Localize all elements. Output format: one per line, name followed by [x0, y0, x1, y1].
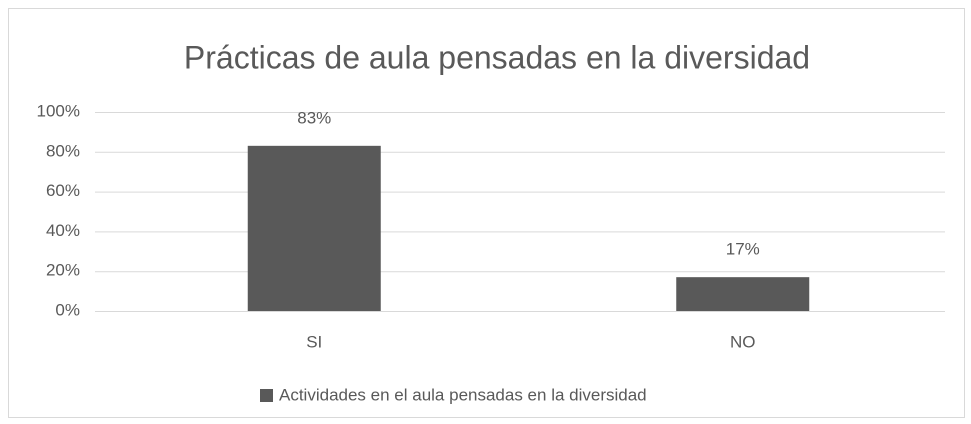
- chart-frame: [8, 8, 965, 418]
- bar: [247, 145, 381, 311]
- y-tick-label: 40%: [46, 221, 80, 240]
- chart-title: Prácticas de aula pensadas en la diversi…: [184, 39, 810, 75]
- data-label: 17%: [726, 240, 760, 259]
- y-tick-label: 0%: [55, 300, 80, 319]
- y-tick-label: 100%: [37, 101, 80, 120]
- bar: [676, 277, 810, 311]
- x-tick-label: SI: [306, 332, 322, 351]
- y-tick-label: 20%: [46, 261, 80, 280]
- legend-label: Actividades en el aula pensadas en la di…: [279, 385, 647, 404]
- y-tick-label: 60%: [46, 181, 80, 200]
- legend-swatch: [260, 389, 273, 402]
- x-tick-label: NO: [730, 332, 756, 351]
- y-tick-label: 80%: [46, 141, 80, 160]
- data-label: 83%: [297, 108, 331, 127]
